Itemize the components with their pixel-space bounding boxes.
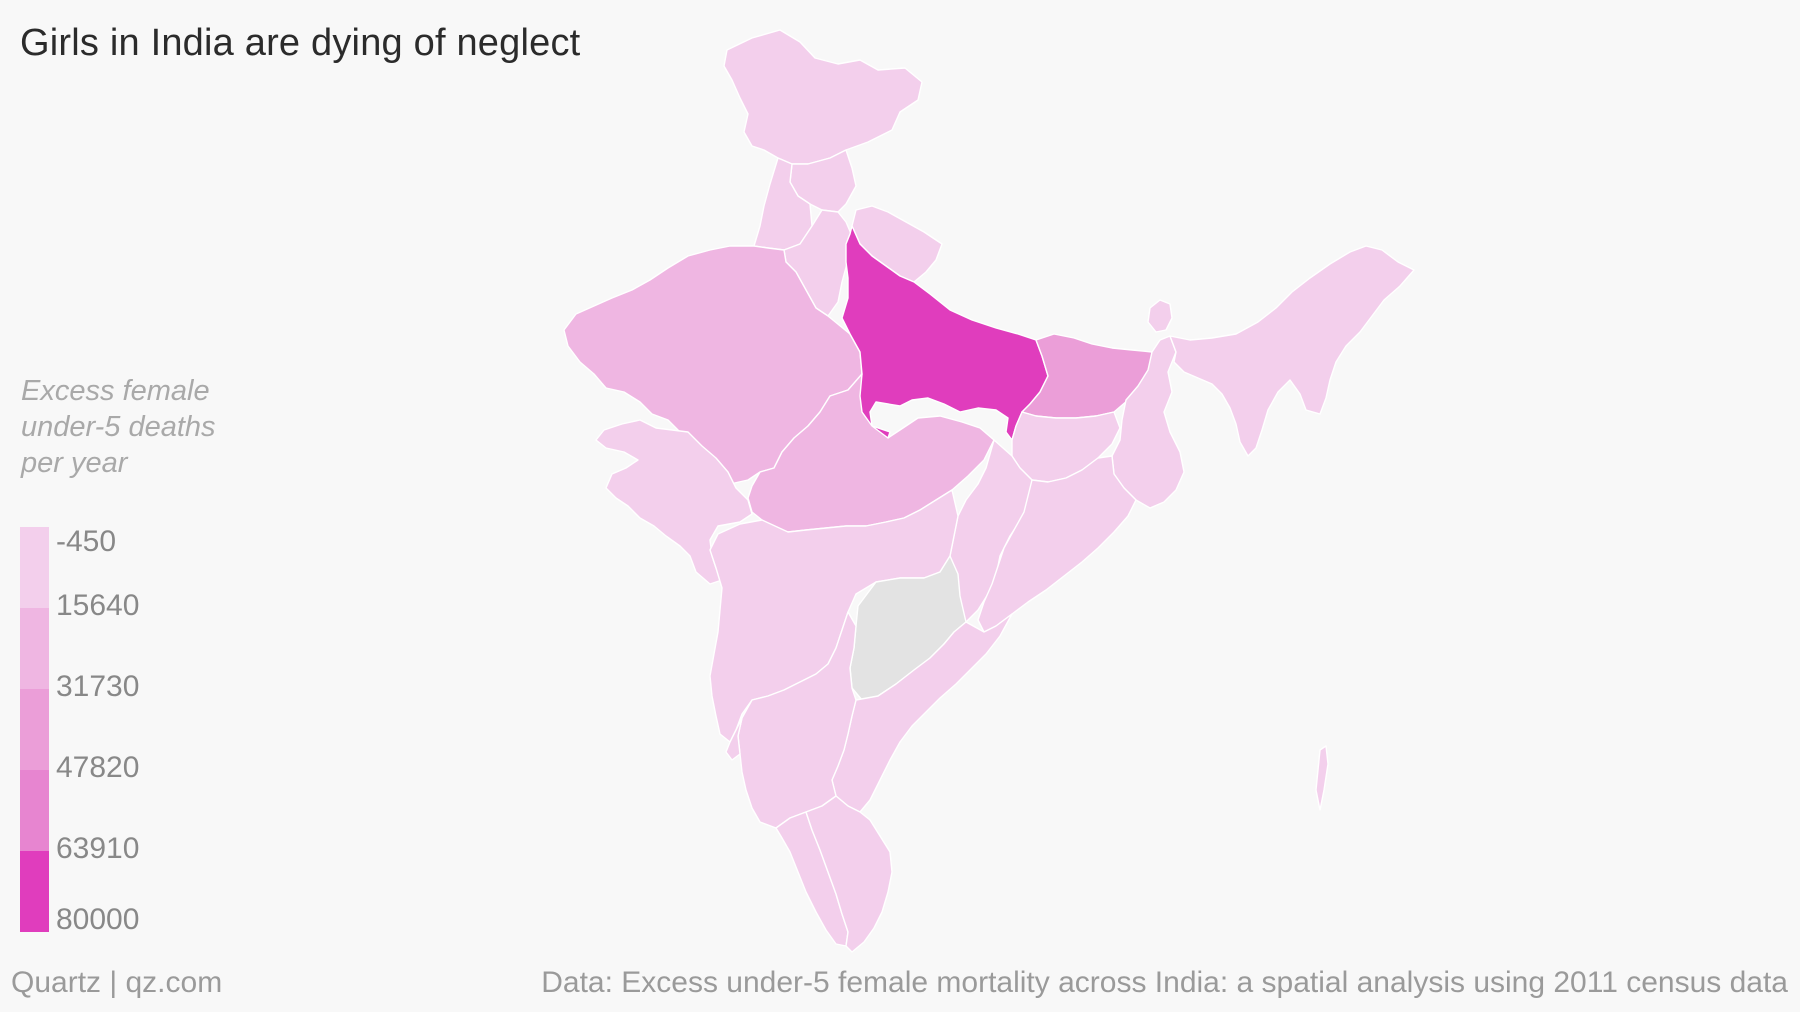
region-sikkim	[1147, 299, 1173, 333]
footer-brand: Quartz | qz.com	[11, 966, 223, 999]
footer-data-source: Data: Excess under-5 female mortality ac…	[541, 966, 1788, 999]
region-tamil-nadu	[805, 795, 893, 953]
region-maharashtra	[709, 489, 959, 743]
legend-swatch-2	[20, 608, 49, 689]
region-andaman-islands	[1315, 745, 1329, 811]
legend-title-line-1: Excess female	[21, 375, 210, 407]
legend-label-1: -450	[56, 525, 117, 558]
legend-label-6: 80000	[56, 903, 140, 936]
legend-title-line-2: under-5 deaths	[21, 411, 216, 443]
legend-label-2: 15640	[56, 589, 140, 622]
region-goa	[725, 717, 743, 761]
region-karnataka	[737, 611, 857, 829]
legend-swatch-3	[20, 689, 49, 770]
region-jammu-kashmir	[723, 29, 923, 165]
legend-color-scale	[20, 527, 49, 932]
legend-title: Excess female under-5 deaths per year	[21, 373, 261, 481]
legend-swatch-4	[20, 770, 49, 851]
legend-title-line-3: per year	[21, 447, 128, 479]
legend-label-4: 47820	[56, 751, 140, 784]
region-west-bengal	[1111, 335, 1185, 509]
legend-swatch-5	[20, 851, 49, 932]
region-northeast	[1169, 245, 1415, 457]
legend-label-5: 63910	[56, 832, 140, 865]
region-uttar-pradesh	[841, 225, 1049, 441]
legend-label-3: 31730	[56, 670, 140, 703]
chart-title: Girls in India are dying of neglect	[20, 22, 581, 64]
legend-swatch-1	[20, 527, 49, 608]
region-odisha	[977, 455, 1137, 633]
